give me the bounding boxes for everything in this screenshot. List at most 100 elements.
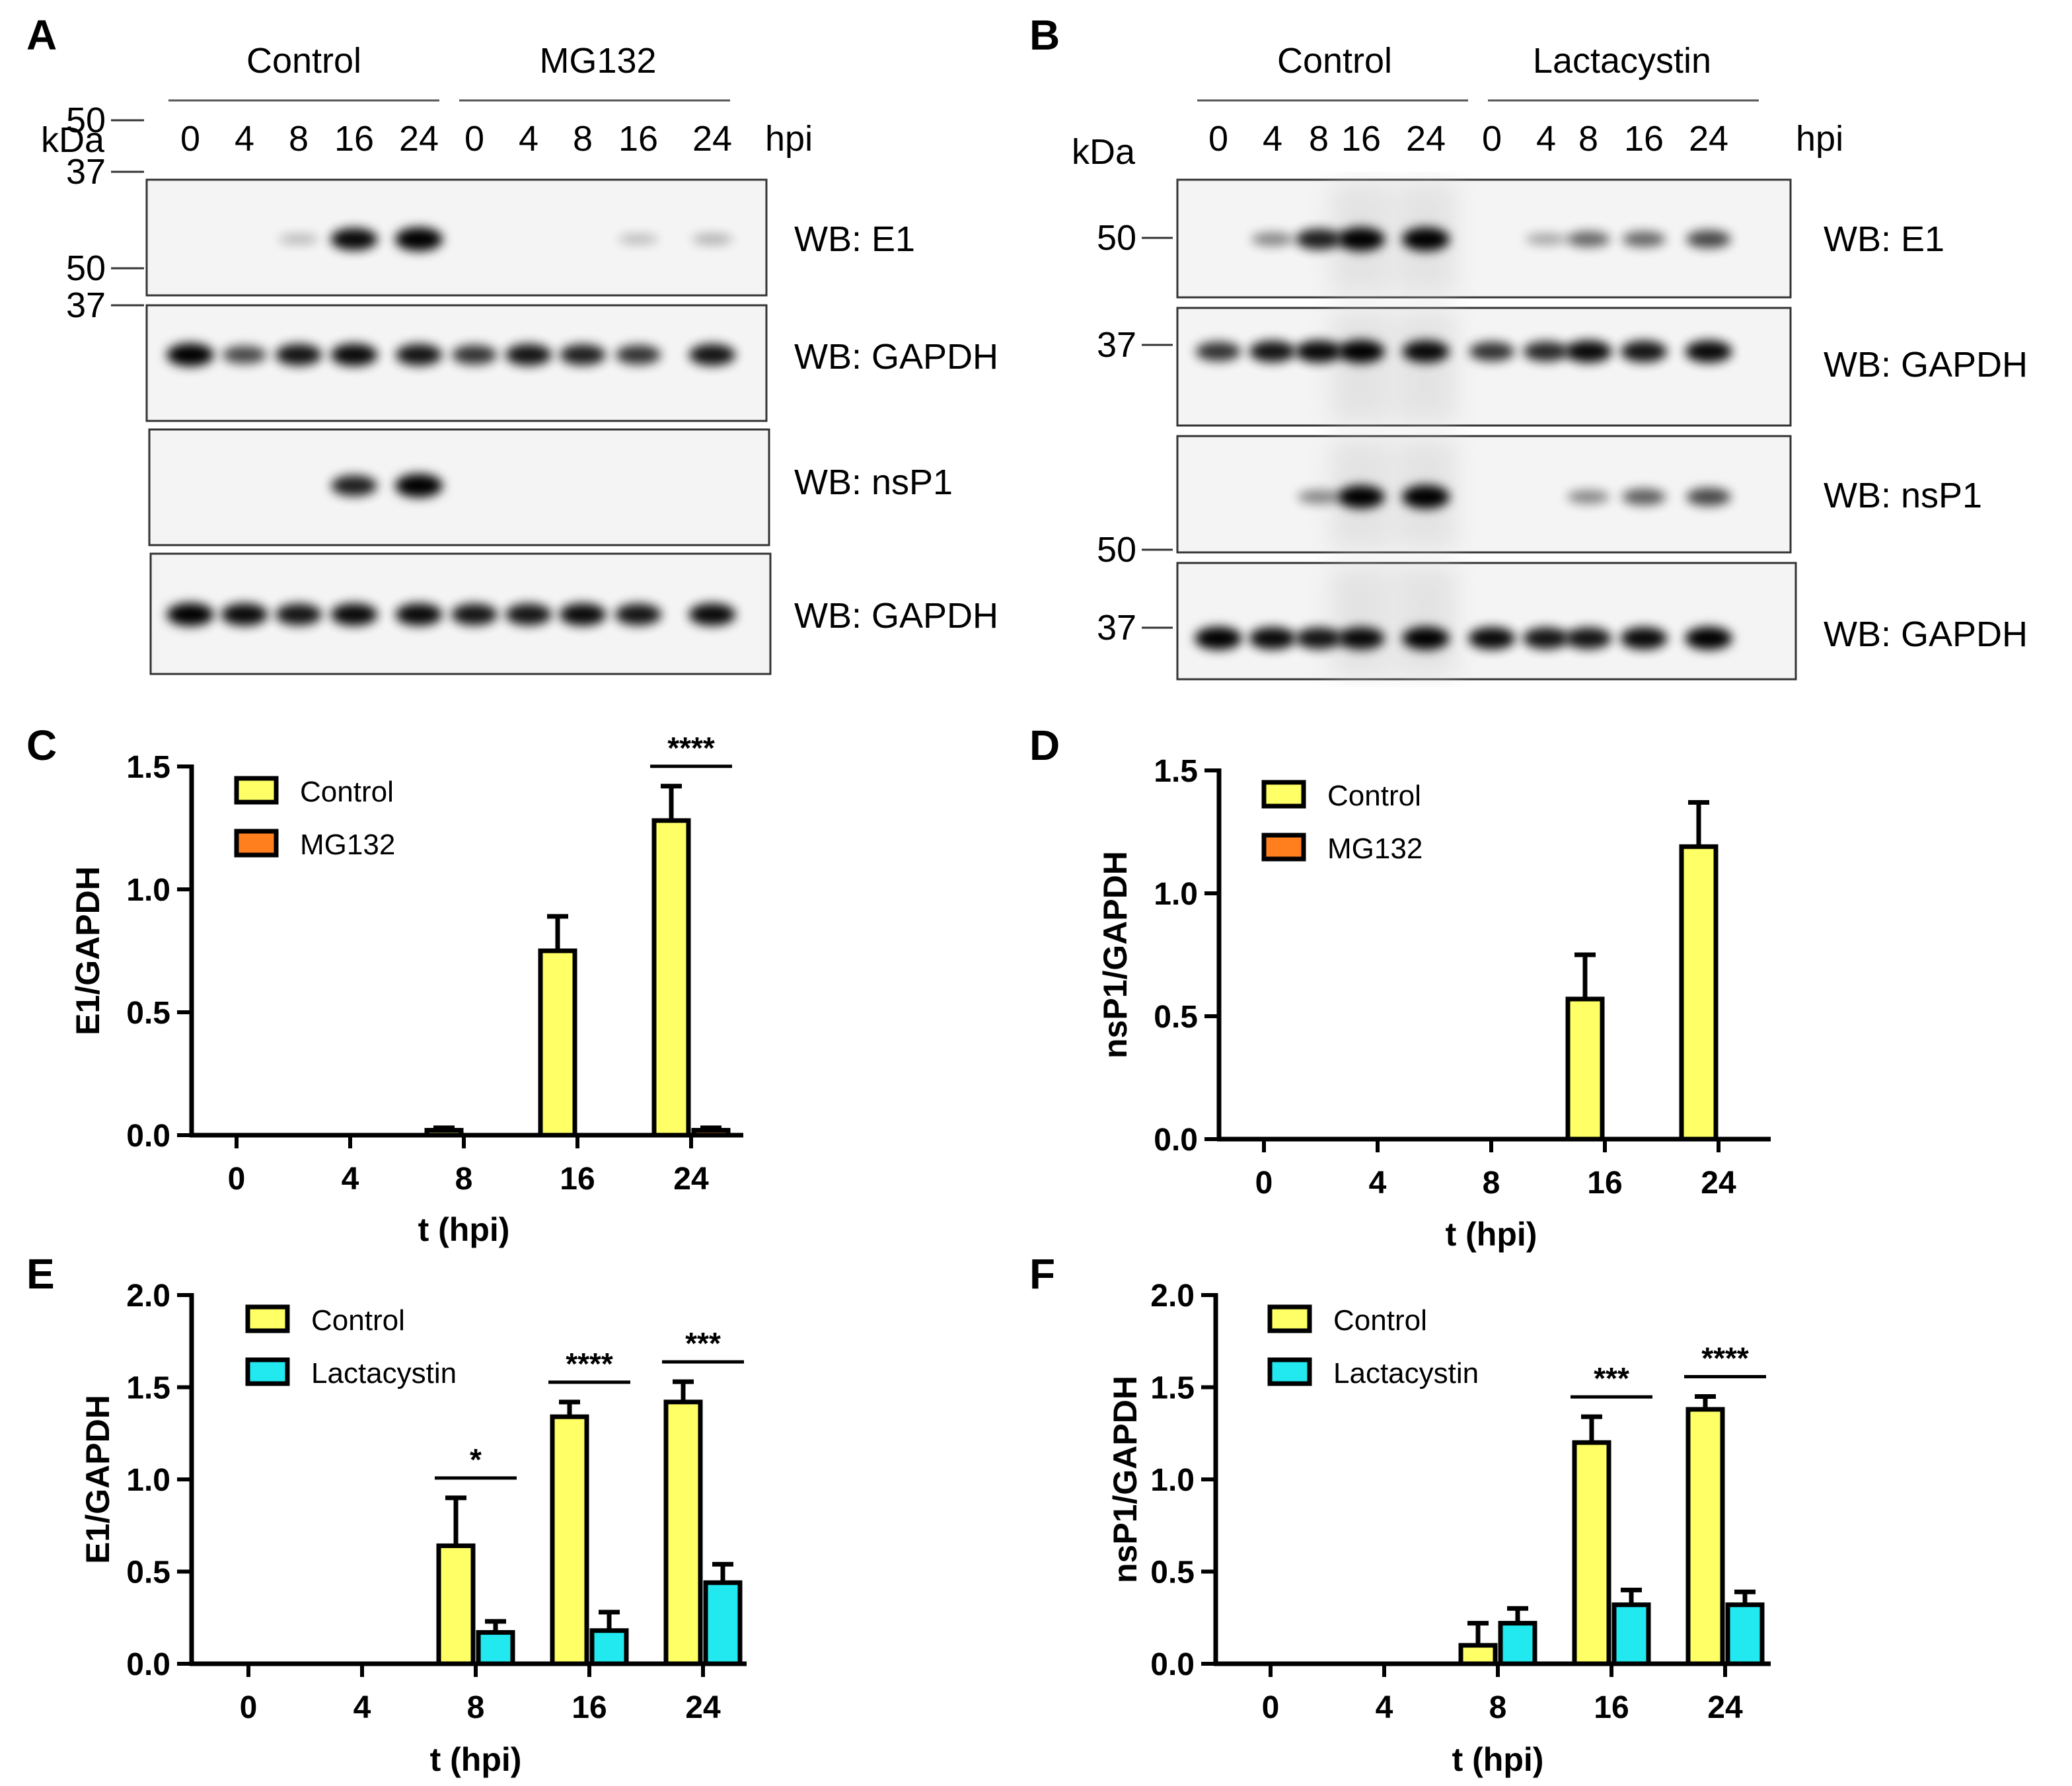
blot-band	[1402, 340, 1450, 363]
bar-mg132	[691, 1128, 731, 1138]
y-tick-label: 1.0	[126, 873, 170, 908]
y-tick-label: 2.0	[126, 1279, 170, 1314]
panel-label: D	[1029, 722, 1060, 769]
lane-label: 4	[235, 119, 254, 159]
blot-band	[1620, 627, 1668, 650]
blot-band	[222, 346, 267, 364]
blot-band	[1337, 627, 1385, 650]
panel-d-chart: D 0.0 0.5 1.0 1.5 0 4 8 16 24 Control MG132 nsP1/GAP…	[1029, 722, 1771, 1253]
lane-label: 8	[289, 119, 309, 159]
bar-control	[1458, 1643, 1498, 1666]
x-tick-label: 0	[1262, 1690, 1280, 1725]
blot-antibody-label: WB: E1	[1824, 219, 1944, 259]
blot-band	[275, 603, 322, 626]
blot-band	[1468, 627, 1516, 650]
lane-label: 4	[1263, 119, 1282, 159]
legend-swatch-control	[1261, 780, 1306, 809]
y-tick-label: 0.0	[126, 1119, 170, 1154]
significance-stars: *	[470, 1442, 482, 1477]
blot-band	[1620, 340, 1668, 363]
panel-f-chart: F0.00.51.01.52.00 4 8 16 24*******ControlLac…	[1029, 1250, 1771, 1778]
legend-swatch-mg132	[234, 829, 279, 858]
blot-band	[1565, 340, 1612, 363]
mw-marker-label: 50	[66, 100, 106, 140]
x-tick-label: 8	[1483, 1166, 1500, 1201]
legend-label: Control	[311, 1304, 405, 1337]
x-axis-title: t (hpi)	[1452, 1741, 1544, 1778]
blot-membrane	[1176, 562, 1797, 681]
blot-band	[559, 603, 607, 626]
mw-marker-label: 50	[66, 248, 106, 288]
y-tick-label: 0.0	[126, 1647, 170, 1682]
bar-lactacystin	[1611, 1602, 1651, 1666]
blot-band	[505, 344, 552, 366]
blot-band	[1686, 230, 1731, 248]
lane-label: 16	[334, 119, 374, 159]
group-label: Control	[246, 41, 361, 81]
panel-label: B	[1029, 11, 1060, 59]
blot-band	[1251, 232, 1294, 246]
mw-marker-label: 50	[1097, 218, 1136, 258]
y-tick-label: 0.0	[1150, 1647, 1195, 1682]
blot-band	[618, 234, 659, 244]
blot-band	[221, 603, 268, 626]
blot-band	[1685, 340, 1732, 363]
significance-stars: ***	[1594, 1361, 1629, 1395]
x-axis-title: t (hpi)	[1446, 1216, 1537, 1253]
x-tick-label: 24	[685, 1690, 721, 1725]
blot-band	[275, 344, 322, 366]
lane-label: 24	[399, 119, 439, 159]
blot-band	[451, 345, 498, 365]
blot-band	[560, 344, 606, 365]
blot-band	[688, 344, 736, 366]
lane-smear	[1331, 311, 1391, 422]
blot-band	[451, 603, 498, 626]
mw-marker-label: 37	[66, 152, 106, 192]
blot-band	[1195, 342, 1241, 361]
bar-control	[651, 818, 691, 1138]
blot-membrane	[1176, 307, 1792, 427]
x-tick-label: 16	[1587, 1166, 1622, 1201]
blot-band	[1622, 231, 1666, 247]
legend-label: MG132	[1327, 833, 1423, 865]
legend-swatch-mg132	[1261, 833, 1306, 862]
blot-band	[1249, 340, 1296, 363]
bar-control	[1679, 844, 1719, 1142]
y-tick-label: 0.5	[1150, 1555, 1195, 1590]
y-axis-title: E1/GAPDH	[79, 1395, 116, 1564]
x-tick-label: 4	[353, 1690, 371, 1725]
legend-swatch-lactacystin	[245, 1357, 290, 1386]
bar-control	[1572, 1440, 1611, 1666]
lane-label: 8	[1578, 119, 1598, 159]
x-tick-label: 24	[1707, 1690, 1743, 1725]
blot-band	[1337, 485, 1385, 509]
lane-label: 4	[519, 119, 538, 159]
blot-band	[1402, 227, 1450, 251]
blot-band	[1686, 488, 1731, 506]
y-tick-label: 1.5	[1154, 754, 1198, 789]
blot-band	[615, 345, 661, 365]
legend-swatch-control	[234, 776, 279, 805]
y-tick-label: 0.5	[126, 1555, 170, 1590]
lane-label: 4	[1536, 119, 1556, 159]
bar-control	[538, 948, 577, 1138]
significance-stars: ****	[566, 1347, 613, 1381]
blot-band	[505, 603, 552, 626]
blot-band	[395, 603, 443, 626]
blot-band	[1337, 227, 1385, 251]
panel-label: E	[26, 1250, 55, 1298]
blot-antibody-label: WB: nsP1	[794, 463, 953, 502]
bar-lactacystin	[1498, 1621, 1537, 1666]
y-tick-label: 0.0	[1154, 1123, 1198, 1158]
x-tick-label: 8	[455, 1162, 473, 1197]
y-tick-label: 1.0	[1150, 1463, 1195, 1498]
blot-band	[1402, 485, 1450, 509]
panel-e-chart: E0.00.51.01.52.00 4 8 16 24********ControlLa…	[26, 1250, 747, 1778]
x-tick-label: 16	[560, 1162, 595, 1197]
blot-antibody-label: WB: GAPDH	[794, 337, 998, 377]
bar-lactacystin	[476, 1630, 515, 1666]
x-tick-label: 0	[1255, 1166, 1273, 1201]
y-axis-title: nsP1/GAPDH	[1107, 1376, 1144, 1583]
panel-label: C	[26, 722, 57, 769]
